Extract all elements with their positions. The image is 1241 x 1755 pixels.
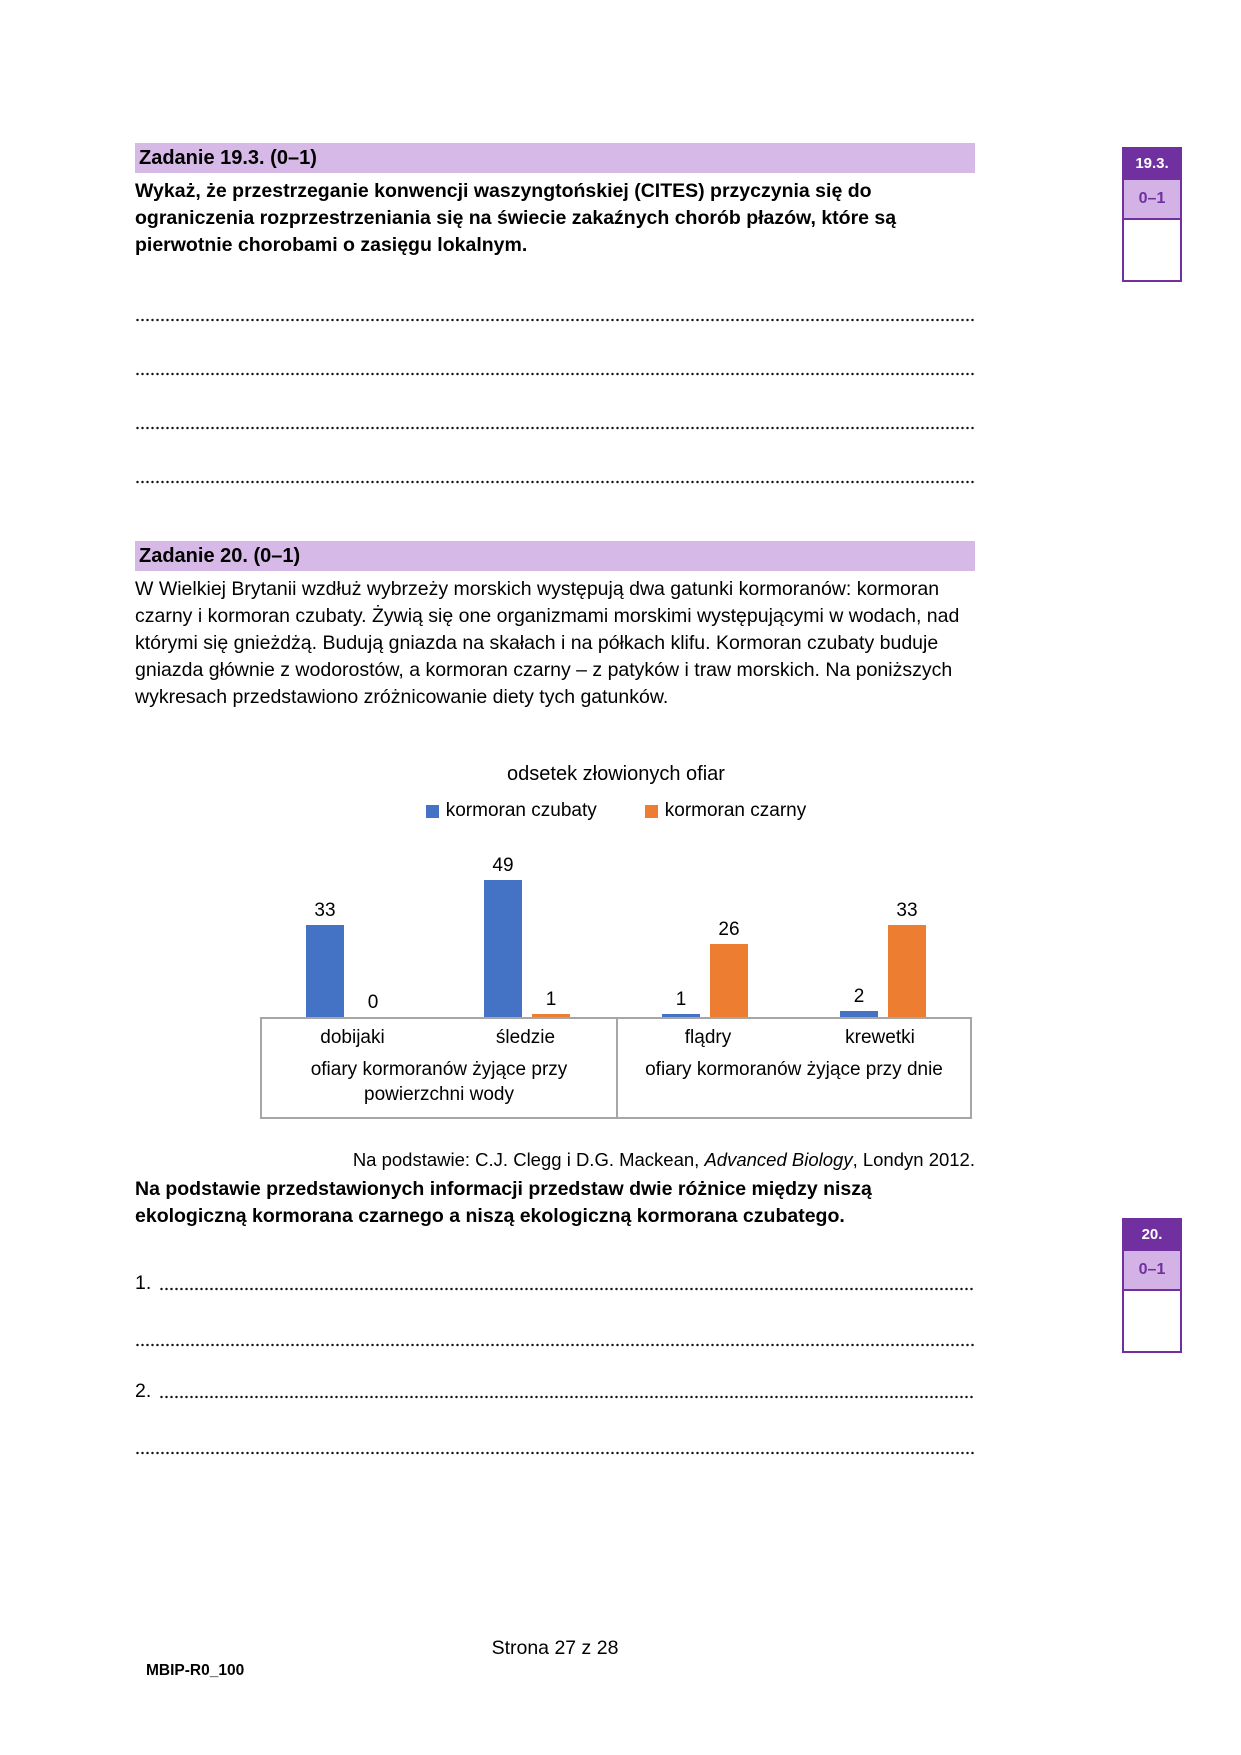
source-citation: Na podstawie: C.J. Clegg i D.G. Mackean,… xyxy=(135,1149,975,1171)
task-20: Zadanie 20. (0–1) W Wielkiej Brytanii wz… xyxy=(135,541,975,1456)
answer-line xyxy=(135,269,975,323)
page-content: Zadanie 19.3. (0–1) Wykaż, że przestrzeg… xyxy=(135,0,975,1456)
task-19-3-heading: Zadanie 19.3. (0–1) xyxy=(135,143,975,173)
category-group-surface: dobijaki śledzie ofiary kormoranów żyjąc… xyxy=(262,1019,616,1117)
bar xyxy=(484,879,522,1017)
bar xyxy=(710,944,748,1017)
answer-row-1: 1. xyxy=(135,1240,975,1294)
legend-item-czubaty: kormoran czubaty xyxy=(425,800,597,822)
answer-line xyxy=(159,1392,975,1400)
answer-line xyxy=(135,1294,975,1348)
group-description: ofiary kormoranów żyjące przy powierzchn… xyxy=(310,1059,568,1105)
bar-value-label: 33 xyxy=(314,899,336,921)
score-box-task-number: 20. xyxy=(1124,1220,1180,1249)
chart-category-column: 2 33 xyxy=(794,832,972,1017)
category-label: flądry xyxy=(684,1027,732,1048)
source-text: Na podstawie: C.J. Clegg i D.G. Mackean, xyxy=(352,1149,705,1170)
answer-line xyxy=(159,1284,975,1292)
answer-number: 2. xyxy=(135,1380,152,1402)
chart-category-box: dobijaki śledzie ofiary kormoranów żyjąc… xyxy=(260,1019,972,1119)
bar xyxy=(888,924,926,1017)
category-group-bottom: flądry krewetki ofiary kormoranów żyjące… xyxy=(616,1019,970,1117)
score-box-points: 0–1 xyxy=(1124,178,1180,220)
bar-value-label: 0 xyxy=(367,992,379,1013)
score-box-20: 20. 0–1 xyxy=(1122,1218,1182,1353)
bar xyxy=(662,1014,700,1017)
legend-label: kormoran czarny xyxy=(664,800,807,821)
bar-value-label: 33 xyxy=(896,899,918,921)
bar-group: 49 xyxy=(484,854,522,1017)
answer-line xyxy=(135,377,975,431)
answer-row-2: 2. xyxy=(135,1348,975,1402)
source-title-italic: Advanced Biology xyxy=(704,1149,853,1170)
category-label: dobijaki xyxy=(320,1027,385,1048)
score-box-task-number: 19.3. xyxy=(1124,149,1180,178)
score-box-empty-cell xyxy=(1124,1291,1180,1351)
category-names: dobijaki śledzie xyxy=(266,1025,612,1051)
group-description: ofiary kormoranów żyjące przy dnie xyxy=(645,1059,943,1080)
chart-title: odsetek złowionych ofiar xyxy=(507,763,725,785)
exam-code: MBIP-R0_100 xyxy=(146,1662,245,1679)
bar-group: 1 xyxy=(532,990,570,1017)
category-names: flądry krewetki xyxy=(622,1025,966,1051)
task-20-heading: Zadanie 20. (0–1) xyxy=(135,541,975,571)
answer-line xyxy=(135,323,975,377)
bar xyxy=(306,924,344,1017)
score-box-points: 0–1 xyxy=(1124,1249,1180,1291)
task-19-3-answer-lines xyxy=(135,269,975,485)
legend-swatch-blue-icon xyxy=(425,804,439,818)
bar-group: 33 xyxy=(306,899,344,1017)
legend-swatch-orange-icon xyxy=(644,804,658,818)
task-19-3: Zadanie 19.3. (0–1) Wykaż, że przestrzeg… xyxy=(135,143,975,485)
score-box-19-3: 19.3. 0–1 xyxy=(1122,147,1182,282)
bar-group: 0 xyxy=(354,993,392,1017)
score-box-empty-cell xyxy=(1124,220,1180,280)
diet-bar-chart: odsetek złowionych ofiar kormoran czubat… xyxy=(260,763,972,1119)
task-20-question: Na podstawie przedstawionych informacji … xyxy=(135,1178,872,1227)
legend-label: kormoran czubaty xyxy=(445,800,597,821)
answer-line xyxy=(135,1402,975,1456)
legend-item-czarny: kormoran czarny xyxy=(644,800,807,822)
category-label: śledzie xyxy=(495,1027,556,1048)
bar-value-label: 2 xyxy=(853,986,865,1008)
category-label: krewetki xyxy=(845,1027,915,1048)
page-number: Strona 27 z 28 xyxy=(491,1637,619,1659)
task-20-body: W Wielkiej Brytanii wzdłuż wybrzeży mors… xyxy=(135,578,960,708)
bar xyxy=(840,1011,878,1017)
source-text: , Londyn 2012. xyxy=(852,1149,975,1170)
chart-category-column: 49 1 xyxy=(438,832,616,1017)
bar-group: 33 xyxy=(888,899,926,1017)
chart-category-column: 1 26 xyxy=(616,832,794,1017)
chart-plot: 33 0 49 1 1 26 2 33 xyxy=(260,832,972,1019)
bar-group: 1 xyxy=(662,990,700,1017)
answer-number: 1. xyxy=(135,1272,152,1294)
bar-value-label: 26 xyxy=(718,919,740,941)
bar-group: 2 xyxy=(840,987,878,1017)
bar-value-label: 1 xyxy=(675,989,687,1011)
bar-value-label: 1 xyxy=(545,989,557,1011)
task-19-3-body: Wykaż, że przestrzeganie konwencji waszy… xyxy=(135,180,897,256)
bar xyxy=(532,1014,570,1017)
answer-line xyxy=(135,431,975,485)
chart-legend: kormoran czubaty kormoran czarny xyxy=(260,800,972,822)
bar-group: 26 xyxy=(710,920,748,1017)
chart-category-column: 33 0 xyxy=(260,832,438,1017)
bar-value-label: 49 xyxy=(492,854,514,876)
task-20-answer-lines: 1. 2. xyxy=(135,1240,975,1456)
